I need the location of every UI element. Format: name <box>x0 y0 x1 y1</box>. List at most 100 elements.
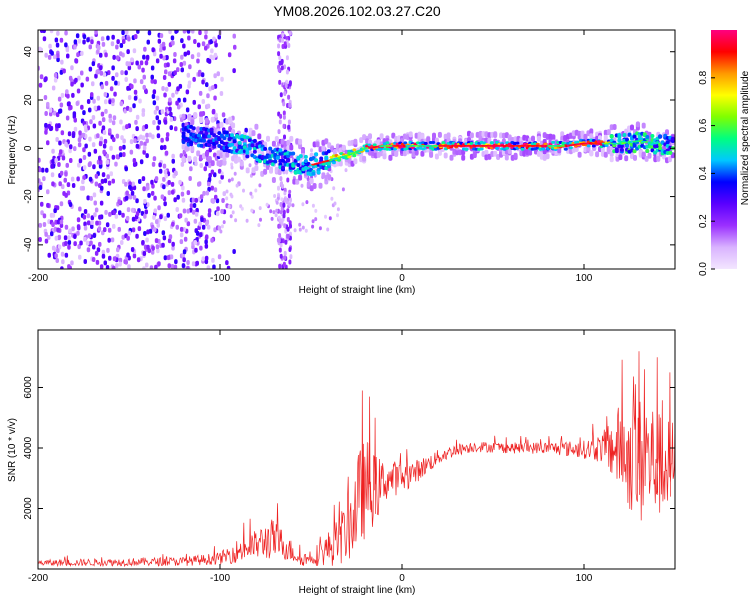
spectrogram-cell <box>133 89 138 95</box>
spectrogram-cell <box>99 159 103 165</box>
spectrogram-cell <box>200 217 204 223</box>
spectrogram-cell <box>606 129 611 136</box>
spectrogram-cell <box>176 86 180 92</box>
spectrogram-cell <box>139 159 144 165</box>
spectrogram-cell <box>222 155 227 162</box>
spectrogram-cell <box>96 49 100 55</box>
spectrogram-cell <box>224 130 229 135</box>
spectrogram-cell <box>118 257 123 263</box>
spectrogram-cell <box>80 104 84 110</box>
colorbar-tick-label: 0.2 <box>698 214 709 228</box>
spectrogram-cell <box>214 42 218 48</box>
spectrogram-cell <box>281 32 285 38</box>
spectrogram-cell <box>270 216 274 221</box>
spectrogram-cell <box>164 69 168 75</box>
spectrogram-cell <box>182 208 187 214</box>
spectrogram-cell <box>128 194 133 200</box>
spectrogram-cell <box>489 141 494 145</box>
spectrogram-cell <box>281 158 285 163</box>
spectrogram-cell <box>328 216 332 221</box>
spectrogram-cell <box>107 237 111 243</box>
spectrogram-cell <box>80 82 84 88</box>
spectrogram-cell <box>73 39 78 45</box>
spectrogram-cell <box>285 200 289 205</box>
y-tick-label: -20 <box>23 189 34 204</box>
spectrogram-cell <box>84 143 88 149</box>
spectrogram-cell <box>72 111 77 117</box>
spectrogram-cell <box>202 138 206 143</box>
spectrogram-cell <box>93 200 97 206</box>
spectrogram-cell <box>180 38 184 44</box>
spectrogram-cell <box>609 134 614 139</box>
spectrogram-cell <box>103 92 108 97</box>
spectrogram-cell <box>55 258 59 263</box>
spectrogram-cell <box>124 77 128 82</box>
spectrogram-cell <box>324 214 327 219</box>
spectrogram-cell <box>314 158 319 163</box>
spectrogram-cell <box>654 142 659 145</box>
spectrogram-cell <box>46 202 50 208</box>
spectrogram-cell <box>78 254 82 260</box>
spectrogram-cell <box>257 133 262 140</box>
spectrogram-cell <box>169 254 174 260</box>
spectrogram-cell <box>81 185 85 191</box>
spectrogram-cell <box>127 36 131 42</box>
spectrogram-cell <box>117 199 121 205</box>
colorbar-tick-label: 0.8 <box>698 70 709 84</box>
spectrogram-cell <box>133 78 137 84</box>
spectrogram-cell <box>174 126 178 132</box>
spectrogram-cell <box>92 233 97 238</box>
spectrogram-cell <box>211 108 216 114</box>
spectrogram-cell <box>64 252 69 258</box>
spectrogram-cell <box>305 200 309 205</box>
spectrogram-cell <box>96 247 101 253</box>
spectrogram-cell <box>263 168 268 175</box>
spectrogram-cell <box>170 35 175 41</box>
spectrogram-cell <box>177 104 181 110</box>
spectrogram-cell <box>117 226 121 232</box>
spectrogram-cell <box>155 105 159 111</box>
y-tick-label: 2000 <box>23 497 34 520</box>
spectrogram-cell <box>326 227 330 232</box>
spectrogram-cell <box>98 241 102 247</box>
spectrogram-cell <box>189 203 194 209</box>
spectrogram-cell <box>280 65 284 71</box>
spectrogram-cell <box>90 92 94 98</box>
spectrogram-cell <box>210 185 214 191</box>
spectrogram-cell <box>83 225 88 231</box>
spectrogram-cell <box>353 138 358 145</box>
spectrogram-cell <box>126 49 130 55</box>
spectrogram-cell <box>185 107 190 113</box>
spectrogram-cell <box>239 160 244 167</box>
spectrogram-cell <box>186 260 190 265</box>
spectrogram-cell <box>125 215 130 221</box>
spectrogram-cell <box>57 123 61 129</box>
spectrogram-cell <box>283 91 287 96</box>
spectrogram-cell <box>201 99 205 104</box>
spectrogram-cell <box>161 230 166 236</box>
spectrogram-cell <box>281 44 285 49</box>
spectrogram-cell <box>41 167 45 173</box>
spectrogram-cell <box>540 147 545 151</box>
spectrogram-cell <box>146 39 150 45</box>
spectrogram-cell <box>64 141 68 147</box>
spectrogram-cell <box>59 219 64 225</box>
spectrogram-cell <box>245 150 250 155</box>
y-tick-label: 6000 <box>23 376 34 399</box>
spectrogram-cell <box>286 233 290 239</box>
spectrogram-x-label: Height of straight line (km) <box>299 285 416 296</box>
spectrogram-cell <box>102 143 107 149</box>
x-tick-label: -100 <box>210 573 230 584</box>
spectrogram-cell <box>43 95 48 100</box>
spectrogram-cell <box>173 197 177 203</box>
spectrogram-cell <box>230 194 234 199</box>
spectrogram-cell <box>248 163 252 168</box>
spectrogram-cell <box>121 234 125 240</box>
spectrogram-cell <box>229 214 233 219</box>
snr-panel: -200 -100 0 100 2000 4000 6000 Height of stra… <box>7 329 676 596</box>
spectrogram-cell <box>166 62 170 68</box>
x-tick-label: 0 <box>399 273 405 284</box>
spectrogram-cell <box>151 245 155 251</box>
spectrogram-cell <box>162 75 167 80</box>
spectrogram-cell <box>187 155 192 162</box>
